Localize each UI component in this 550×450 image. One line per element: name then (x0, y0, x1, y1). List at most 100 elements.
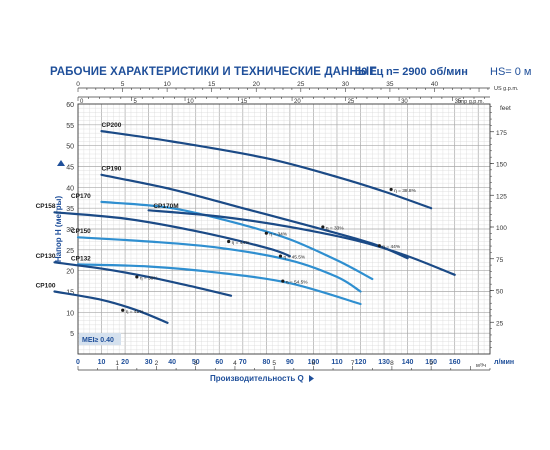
x-tick-label: 100 (308, 359, 320, 366)
curve-label-cp170: CP170 (71, 193, 91, 200)
impgpm-tick-label: 20 (294, 99, 301, 105)
usgpm-tick-label: 40 (431, 81, 439, 88)
x-tick-label: 30 (145, 359, 153, 366)
x-tick-label: 120 (355, 359, 367, 366)
x-tick-label: 70 (239, 359, 247, 366)
curve-cp170m (147, 209, 456, 276)
efficiency-point-cp190 (321, 225, 325, 229)
efficiency-label-cp100: η = 41% (126, 309, 144, 315)
efficiency-point-cp158 (227, 239, 231, 244)
curve-cp158 (53, 211, 291, 258)
usgpm-tick-label: 20 (253, 81, 261, 88)
usgpm-tick-label: 30 (342, 81, 350, 88)
x-unit-label: л/мин (494, 359, 514, 366)
efficiency-point-cp200 (389, 187, 393, 192)
feet-unit-label: feet (500, 105, 511, 112)
curve-label-cp190: CP190 (102, 166, 122, 173)
x-tick-label: 40 (168, 359, 176, 366)
x-tick-label: 90 (286, 359, 294, 366)
impgpm-tick-label: 10 (187, 99, 194, 105)
efficiency-point-cp170m (377, 244, 381, 248)
efficiency-label-cp150: η = 45.5% (283, 255, 305, 261)
y-tick-label: 60 (66, 102, 74, 109)
curve-cp130 (53, 261, 233, 297)
efficiency-label-cp190: η = 33% (326, 225, 344, 231)
m3h-tick-label: 6 (312, 360, 316, 367)
efficiency-point-cp150 (278, 254, 283, 258)
curve-cp100 (53, 290, 169, 324)
grid (77, 103, 491, 355)
usgpm-tick-label: 5 (121, 81, 125, 88)
m3h-unit-label: м³/ч (476, 363, 486, 369)
impgpm-tick-label: 30 (401, 99, 408, 105)
x-tick-label: 160 (449, 359, 461, 366)
y-tick-label: 10 (66, 310, 74, 317)
speed-label: n= 2900 об/мин (386, 66, 468, 78)
efficiency-point-cp130 (135, 275, 139, 279)
efficiency-label-cp200: η = 38.8% (394, 188, 416, 194)
impgpm-tick-label: 5 (134, 99, 138, 105)
efficiency-point-cp100 (121, 308, 125, 312)
y-axis-title: Напор H (метры) (54, 196, 63, 263)
impgpm-unit-label: Imp g.p.m. (458, 99, 484, 105)
curve-label-cp132: CP132 (71, 255, 91, 262)
impgpm-tick-label: 0 (80, 99, 84, 105)
curve-label-cp200: CP200 (102, 122, 122, 129)
efficiency-label-cp158: η = 44% (232, 240, 250, 246)
curve-cp132 (76, 263, 362, 306)
feet-tick-label: 125 (496, 193, 507, 200)
chart-heading: РАБОЧИЕ ХАРАКТЕРИСТИКИ И ТЕХНИЧЕСКИЕ ДАН… (50, 66, 377, 78)
efficiency-point-cp170 (264, 231, 268, 235)
impgpm-tick-label: 35 (455, 99, 462, 105)
usgpm-tick-label: 10 (164, 81, 172, 88)
feet-tick-label: 175 (496, 130, 507, 137)
curve-cp200 (100, 130, 433, 210)
x-tick-label: 110 (331, 359, 342, 366)
efficiency-label-cp132: η = 54.5% (286, 280, 308, 286)
efficiency-label-cp130: η = 38% (140, 275, 158, 281)
efficiency-label-cp170m: η = 44% (382, 244, 400, 250)
curve-label-cp100: CP100 (36, 282, 56, 289)
x-tick-label: 10 (98, 359, 106, 366)
y-tick-label: 20 (66, 269, 74, 276)
feet-tick-label: 50 (496, 289, 504, 296)
mei-badge-label: MEI≥ 0.40 (82, 337, 114, 344)
x-axis-arrow (309, 375, 314, 382)
y-tick-label: 55 (66, 123, 74, 130)
efficiency-point-cp132 (281, 279, 285, 283)
plot-frame (77, 103, 491, 355)
x-tick-label: 80 (262, 359, 270, 366)
x-tick-label: 50 (192, 359, 200, 366)
x-tick-label: 140 (402, 359, 414, 366)
m3h-tick-label: 2 (155, 360, 159, 367)
y-axis-arrow (57, 160, 65, 166)
curve-label-cp170m: CP170M (153, 203, 178, 210)
feet-tick-label: 100 (496, 225, 507, 232)
m3h-tick-label: 4 (233, 360, 237, 367)
impgpm-tick-label: 15 (241, 99, 248, 105)
x-tick-label: 130 (378, 359, 390, 366)
y-tick-label: 40 (66, 185, 74, 192)
x-tick-label: 20 (121, 359, 129, 366)
curve-label-cp130: CP130 (36, 253, 56, 260)
y-tick-label: 50 (66, 144, 74, 151)
usgpm-tick-label: 15 (208, 81, 216, 88)
usgpm-tick-label: 25 (297, 81, 305, 88)
m3h-tick-label: 5 (272, 360, 276, 367)
curve-label-cp150: CP150 (71, 228, 91, 235)
usgpm-tick-label: 35 (386, 81, 394, 88)
m3h-tick-label: 1 (115, 360, 119, 367)
efficiency-label-cp170: η = 34% (269, 232, 287, 238)
x-axis-title: Производительность Q (210, 374, 304, 383)
feet-tick-label: 75 (496, 257, 504, 264)
curve-label-cp158: CP158 (36, 203, 56, 210)
y-tick-label: 30 (66, 227, 74, 234)
x-tick-label: 150 (425, 359, 437, 366)
y-tick-label: 35 (66, 206, 74, 213)
x-tick-label: 60 (215, 359, 223, 366)
suction-height-label: HS= 0 м (490, 66, 532, 78)
mei-badge-bg (79, 333, 121, 345)
curve-cp170 (100, 200, 374, 281)
frequency-label: 50 Гц (355, 66, 384, 78)
